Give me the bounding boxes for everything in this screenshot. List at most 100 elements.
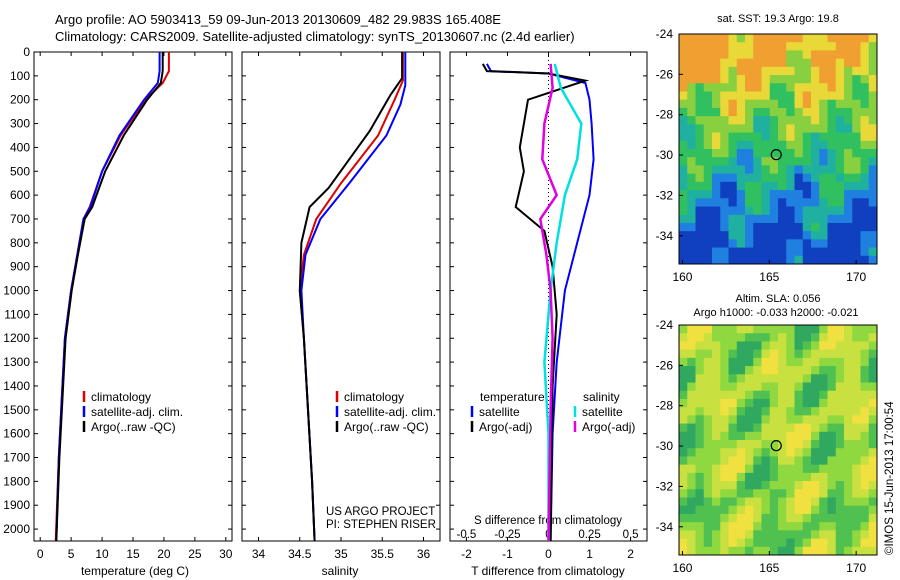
sst-map-cell: [703, 255, 713, 265]
sla-map-cell: [728, 448, 738, 457]
sst-map-cell: [687, 247, 696, 257]
sst-map-cell: [811, 190, 820, 199]
sla-map-cell: [736, 390, 746, 400]
sla-map-cell: [712, 464, 721, 474]
sla-map-cell: [753, 546, 762, 556]
sla-map-cell: [844, 357, 853, 367]
sst-map-cell: [769, 140, 779, 150]
sla-map-cell: [811, 513, 820, 523]
sla-map-cell: [819, 440, 828, 449]
sla-map-cell: [827, 472, 837, 482]
sst-map-cell: [786, 190, 795, 199]
sst-map-cell: [687, 91, 696, 101]
sla-map-cell: [687, 489, 696, 498]
sst-map-cell: [802, 181, 812, 191]
sla-map-cell: [844, 464, 853, 474]
sst-map-cell: [860, 107, 870, 117]
sla-map-cell: [844, 546, 853, 556]
sst-map-cell: [844, 165, 853, 175]
sst-map-cell: [811, 231, 820, 240]
sla-map-cell: [860, 456, 870, 466]
sla-map-cell: [761, 357, 771, 367]
sla-map-cell: [761, 472, 771, 482]
sla-map-cell: [736, 505, 746, 515]
sla-map-cell: [811, 440, 820, 449]
sla-map-cell: [687, 390, 696, 400]
sst-map-cell: [794, 132, 804, 142]
sst-map-cell: [695, 165, 705, 175]
sla-map-cell: [720, 440, 729, 449]
depth-tick-label: 100: [10, 69, 30, 83]
sst-map-cell: [835, 124, 845, 133]
sla-map-cell: [778, 489, 787, 498]
sla-map-cell: [852, 431, 861, 441]
sst-map-cell: [844, 181, 853, 191]
sst-map-cell: [819, 58, 828, 68]
sla-map-cell: [769, 489, 779, 498]
sla-map-cell: [794, 382, 804, 392]
sla-map-cell: [819, 546, 828, 556]
sla-map-cell: [687, 464, 696, 474]
sla-map-cell: [827, 366, 837, 375]
sst-map-cell: [827, 83, 837, 92]
sst-map-cell: [794, 50, 804, 60]
sla-map-cell: [745, 357, 754, 367]
sla-map-cell: [794, 333, 804, 342]
depth-tick-label: 400: [10, 140, 30, 154]
sla-map-cell: [835, 407, 845, 416]
sst-map-cell: [720, 173, 729, 183]
sst-map-cell: [811, 34, 820, 43]
sla-map-cell: [868, 497, 878, 507]
sst-map-cell: [703, 42, 713, 51]
sla-map-cell: [679, 497, 688, 507]
sla-map-cell: [736, 357, 746, 367]
sla-map-cell: [844, 423, 853, 433]
sst-map-cell: [679, 66, 688, 76]
sst-map-cell: [827, 157, 837, 166]
sla-map-cell: [679, 407, 688, 416]
sst-map-cell: [720, 58, 729, 68]
credit-text: ©IMOS 15-Jun-2013 17:00:54: [884, 401, 896, 555]
sla-map-cell: [753, 522, 762, 531]
sla-map-cell: [695, 374, 705, 383]
sst-map-cell: [868, 83, 878, 92]
temperature-legend-label: Argo(..raw -QC): [91, 420, 176, 434]
sla-map-cell: [794, 530, 804, 539]
sla-map-cell: [679, 382, 688, 392]
sst-map-cell: [835, 149, 845, 158]
salinity-xlabel: salinity: [322, 564, 359, 578]
sla-map-cell: [778, 513, 787, 523]
sla-map-cell: [794, 456, 804, 466]
sla-map-cell: [703, 472, 713, 482]
sst-map-cell: [736, 157, 746, 166]
sla-map-cell: [703, 530, 713, 539]
sst-map-cell: [761, 116, 771, 125]
sst-map-cell: [860, 140, 870, 150]
sst-map-cell: [802, 247, 812, 257]
dynamic-content: 0 5 10 15 20 25 300100200300400500600700800900…: [3, 27, 878, 575]
sla-map-cell: [761, 505, 771, 515]
sla-map-cell: [720, 546, 729, 556]
sla-map-cell: [786, 448, 795, 457]
sst-map-cell: [769, 255, 779, 265]
sst-map-cell: [753, 50, 762, 60]
sla-map-lat-label: -24: [656, 318, 674, 332]
sla-map-cell: [860, 513, 870, 523]
sst-map-cell: [728, 239, 738, 248]
sla-map-cell: [835, 366, 845, 375]
sla-map-cell: [827, 407, 837, 416]
sla-map-cell: [794, 513, 804, 523]
sst-map-cell: [703, 91, 713, 101]
sla-map-cell: [794, 407, 804, 416]
sst-map-cell: [827, 206, 837, 216]
sla-map-cell: [728, 431, 738, 441]
sla-map-cell: [769, 456, 779, 466]
sla-map-cell: [695, 366, 705, 375]
sla-map-cell: [811, 538, 820, 548]
sla-map-cell: [819, 431, 828, 441]
sst-map-cell: [769, 173, 779, 183]
sla-map-cell: [794, 357, 804, 367]
sst-map-cell: [844, 132, 853, 142]
sst-map-cell: [852, 198, 861, 207]
sla-map-cell: [794, 538, 804, 548]
